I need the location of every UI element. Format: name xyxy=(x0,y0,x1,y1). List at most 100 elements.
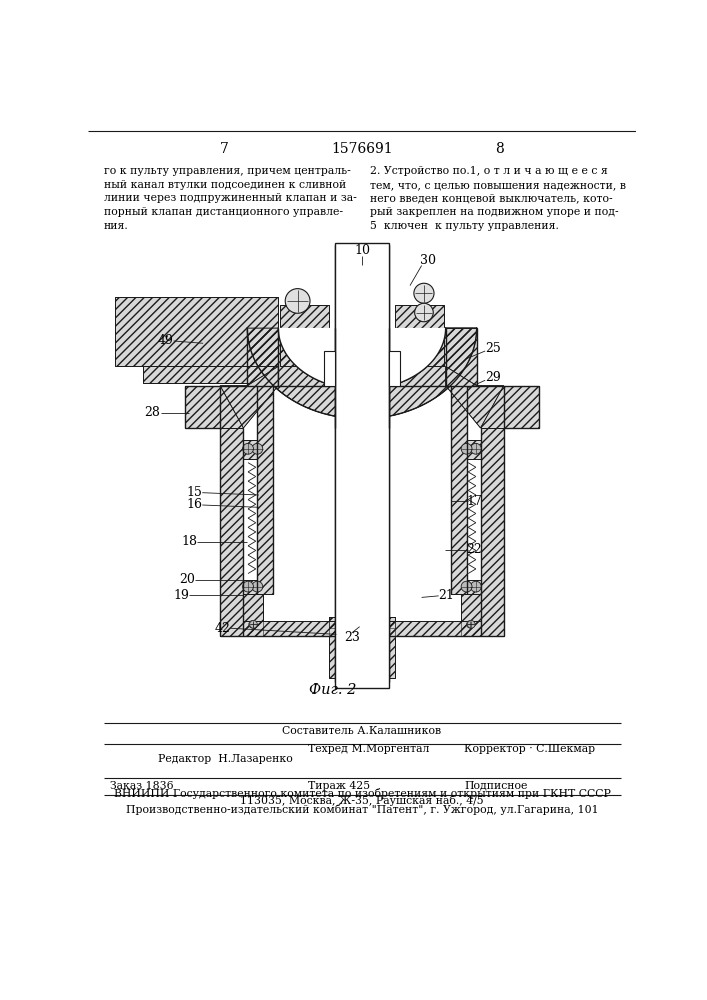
Text: 2. Устройство по.1, о т л и ч а ю щ е е с я
тем, что, с целью повышения надежнос: 2. Устройство по.1, о т л и ч а ю щ е е … xyxy=(370,166,626,231)
Bar xyxy=(220,386,243,428)
Bar xyxy=(335,245,389,682)
Text: 18: 18 xyxy=(181,535,197,548)
Text: 23: 23 xyxy=(344,631,360,644)
Bar xyxy=(354,674,370,688)
Text: Техред М.Моргентал: Техред М.Моргентал xyxy=(308,744,429,754)
Text: Производственно-издательский комбинат "Патент", г. Ужгород, ул.Гагарина, 101: Производственно-издательский комбинат "П… xyxy=(126,804,598,815)
Bar xyxy=(341,636,384,674)
Polygon shape xyxy=(247,328,477,419)
Text: 16: 16 xyxy=(187,498,202,512)
Bar xyxy=(329,617,395,628)
Bar xyxy=(329,617,341,678)
Circle shape xyxy=(243,581,253,592)
Bar xyxy=(324,351,335,386)
Bar xyxy=(451,386,467,594)
Bar xyxy=(481,428,504,636)
Bar xyxy=(243,620,481,636)
Circle shape xyxy=(470,443,481,454)
Bar xyxy=(461,594,481,636)
Bar xyxy=(467,580,481,594)
Polygon shape xyxy=(279,328,445,389)
Bar xyxy=(243,594,263,636)
Text: 21: 21 xyxy=(438,589,455,602)
Bar xyxy=(383,617,395,678)
Bar xyxy=(243,440,257,459)
Bar xyxy=(247,328,279,386)
Bar xyxy=(257,386,273,594)
Bar xyxy=(243,594,263,636)
Bar xyxy=(395,305,444,366)
Text: 30: 30 xyxy=(420,254,436,267)
Bar xyxy=(243,580,257,594)
Bar xyxy=(504,386,539,428)
Bar xyxy=(257,386,273,594)
Bar xyxy=(383,617,395,678)
Bar xyxy=(243,440,257,459)
Polygon shape xyxy=(345,640,379,674)
Bar xyxy=(329,617,395,628)
Bar xyxy=(115,297,279,366)
Bar xyxy=(243,620,481,636)
Text: 19: 19 xyxy=(173,589,189,602)
Circle shape xyxy=(285,289,310,313)
Text: Заказ 1836: Заказ 1836 xyxy=(110,781,174,791)
Bar xyxy=(280,305,329,366)
Circle shape xyxy=(461,581,472,592)
Circle shape xyxy=(252,581,263,592)
Bar xyxy=(445,328,477,386)
Text: 49: 49 xyxy=(158,334,174,347)
Text: 25: 25 xyxy=(485,342,501,355)
Text: 8: 8 xyxy=(495,142,503,156)
Bar xyxy=(481,386,504,428)
Bar xyxy=(504,386,539,428)
Text: 7: 7 xyxy=(220,142,228,156)
Text: Корректор · С.Шекмар: Корректор · С.Шекмар xyxy=(464,744,595,754)
Circle shape xyxy=(467,620,474,628)
Circle shape xyxy=(461,443,472,454)
Bar xyxy=(461,594,481,636)
Bar xyxy=(243,580,257,594)
Text: 10: 10 xyxy=(354,244,370,257)
Bar xyxy=(467,440,481,459)
Bar xyxy=(115,297,279,366)
Bar xyxy=(280,305,329,366)
Text: Фиг. 2: Фиг. 2 xyxy=(309,683,356,697)
Bar xyxy=(467,580,481,594)
Bar xyxy=(185,386,220,428)
Text: 15: 15 xyxy=(187,486,202,499)
Circle shape xyxy=(470,581,481,592)
Bar xyxy=(143,366,279,383)
Bar xyxy=(247,328,279,386)
Text: ВНИИПИ Государственного комитета по изобретениям и открытиям при ГКНТ СССР: ВНИИПИ Государственного комитета по изоб… xyxy=(114,788,610,799)
Bar xyxy=(467,428,481,594)
Text: Тираж 425: Тираж 425 xyxy=(308,781,370,791)
Bar xyxy=(220,386,243,428)
Text: Редактор  Н.Лазаренко: Редактор Н.Лазаренко xyxy=(158,754,293,764)
Bar xyxy=(354,674,370,688)
Circle shape xyxy=(414,283,434,303)
Text: 17: 17 xyxy=(467,495,482,508)
Bar xyxy=(481,428,504,636)
Bar xyxy=(185,386,220,428)
Circle shape xyxy=(414,303,433,322)
Text: Составитель А.Калашников: Составитель А.Калашников xyxy=(282,726,441,736)
Bar xyxy=(341,636,384,674)
Bar xyxy=(481,386,504,428)
Circle shape xyxy=(252,443,263,454)
Bar xyxy=(395,305,444,366)
Bar xyxy=(329,617,341,678)
Bar xyxy=(370,676,380,685)
Polygon shape xyxy=(445,366,504,428)
Bar xyxy=(220,428,243,636)
Text: го к пульту управления, причем централь-
ный канал втулки подсоединен к сливной
: го к пульту управления, причем централь-… xyxy=(104,166,356,231)
Bar xyxy=(467,440,481,459)
Circle shape xyxy=(243,443,253,454)
Bar xyxy=(389,351,400,386)
Circle shape xyxy=(249,620,257,628)
Bar xyxy=(445,328,477,386)
Text: 113035, Москва, Ж-35, Раушская наб., 4/5: 113035, Москва, Ж-35, Раушская наб., 4/5 xyxy=(240,795,484,806)
Bar xyxy=(243,428,257,594)
Bar xyxy=(451,386,467,594)
Bar xyxy=(220,428,243,636)
Bar xyxy=(337,245,387,262)
